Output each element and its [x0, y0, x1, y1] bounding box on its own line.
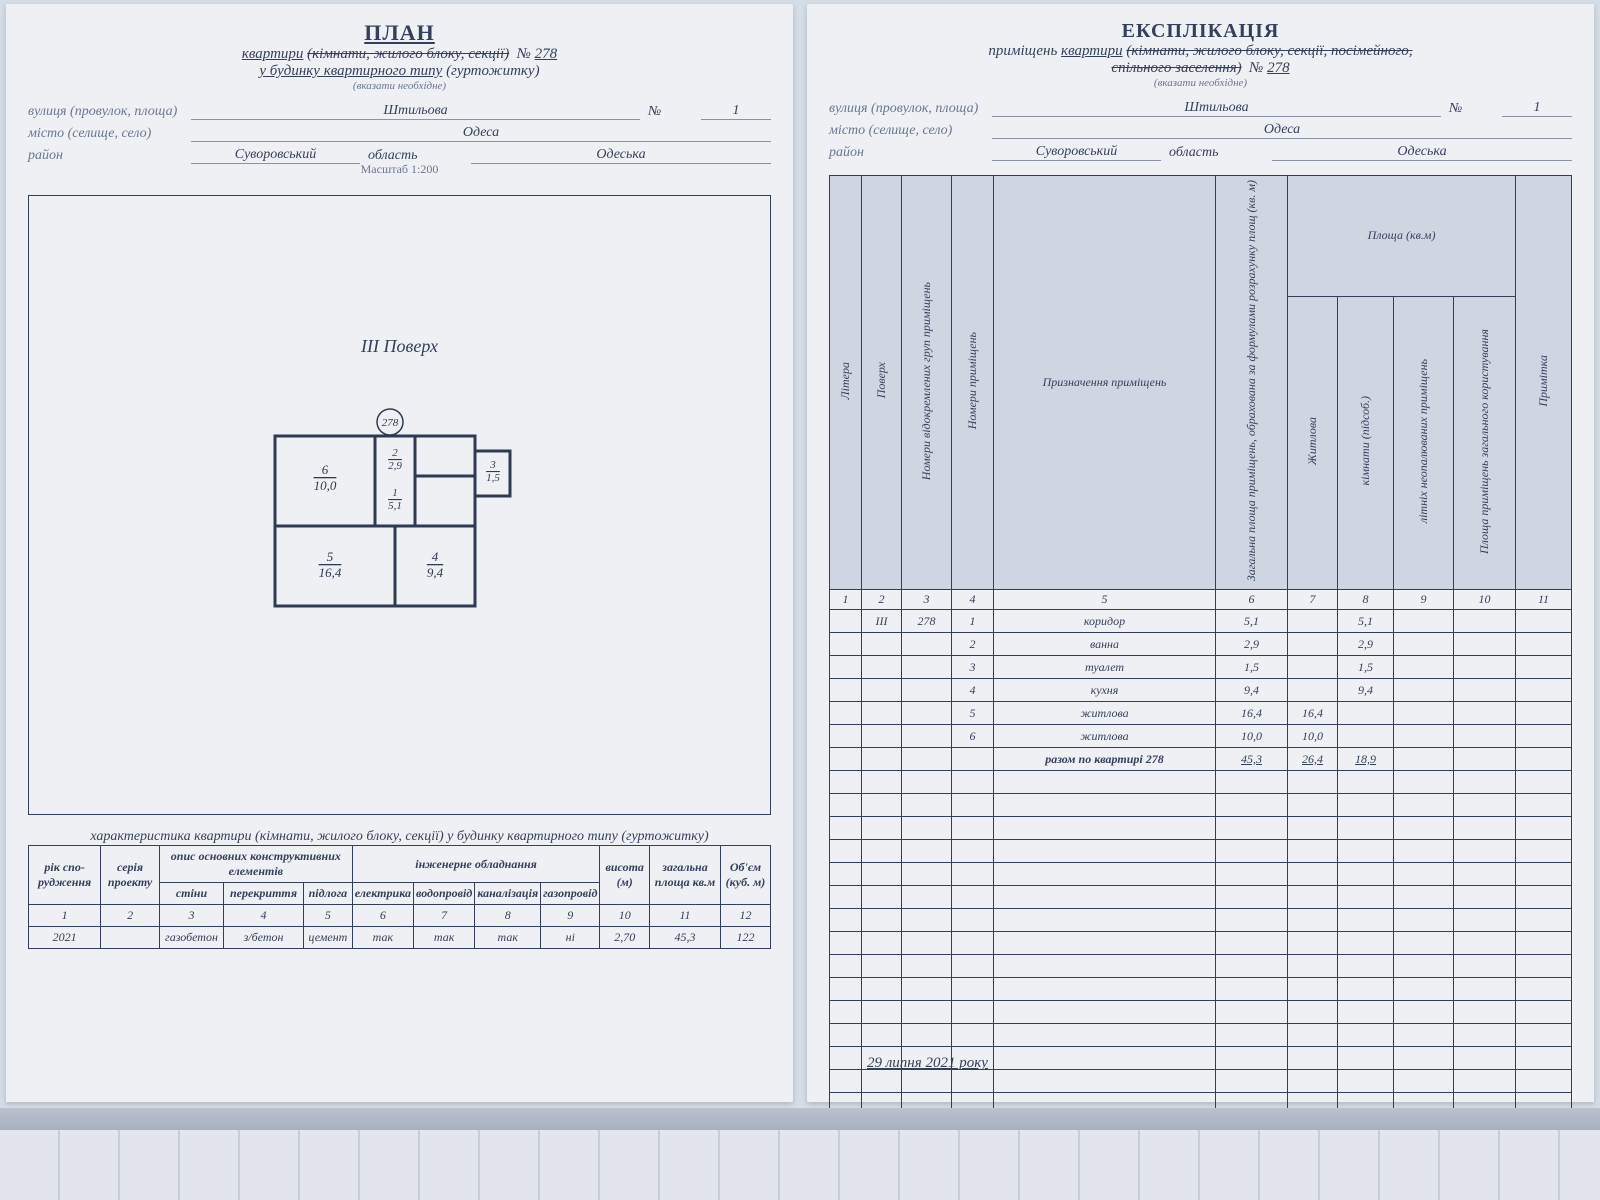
- expl-title: ЕКСПЛІКАЦІЯ: [829, 20, 1572, 43]
- floorplan: 278 6 10,0 5 16,4 2 2,9 1 5,1 4 9,4 3 1,…: [265, 396, 535, 626]
- page-plan: ПЛАН квартири (кімнати, жилого блоку, се…: [6, 4, 793, 1102]
- char-table: рік спо- рудження серія проекту опис осн…: [28, 845, 771, 949]
- svg-text:5: 5: [326, 549, 333, 564]
- addr-left: вулиця (провулок, площа) Штильова № 1 мі…: [28, 104, 771, 164]
- svg-text:10,0: 10,0: [313, 478, 336, 493]
- page-explication: ЕКСПЛІКАЦІЯ приміщень квартири (кімнати,…: [807, 4, 1594, 1102]
- svg-text:6: 6: [321, 462, 328, 477]
- svg-text:5,1: 5,1: [388, 500, 402, 512]
- svg-text:16,4: 16,4: [318, 565, 341, 580]
- plan-frame: ІІІ Поверх 278 6 10,0 5 16,4: [28, 195, 771, 815]
- plan-title: ПЛАН: [28, 20, 771, 46]
- signature-date: 29 липня 2021 року: [867, 1055, 988, 1072]
- svg-text:3: 3: [489, 459, 496, 471]
- svg-text:9,4: 9,4: [426, 565, 443, 580]
- plan-sub2: у будинку квартирного типу (гуртожитку): [28, 63, 771, 80]
- binder-edge: [0, 1108, 1600, 1200]
- char-title: характеристика квартири (кімнати, жилого…: [28, 829, 771, 845]
- expl-note: (вказати необхідне): [829, 77, 1572, 89]
- expl-sub1: приміщень квартири (кімнати, жилого блок…: [829, 43, 1572, 60]
- plan-sub1: квартири (кімнати, жилого блоку, секції)…: [28, 46, 771, 63]
- svg-text:1,5: 1,5: [486, 472, 500, 484]
- plan-note: (вказати необхідне): [28, 80, 771, 92]
- floor-label: ІІІ Поверх: [29, 336, 770, 357]
- svg-text:2: 2: [392, 447, 398, 459]
- scale: Масштаб 1:200: [28, 162, 771, 177]
- expl-table: Літера Поверх Номери відокремлених груп …: [829, 175, 1572, 1185]
- svg-text:1: 1: [392, 487, 398, 499]
- addr-right: вулиця (провулок, площа) Штильова № 1 мі…: [829, 101, 1572, 161]
- expl-sub2: спільного заселення) № 278: [829, 60, 1572, 77]
- svg-text:278: 278: [381, 417, 398, 429]
- svg-text:2,9: 2,9: [388, 460, 402, 472]
- svg-text:4: 4: [431, 549, 438, 564]
